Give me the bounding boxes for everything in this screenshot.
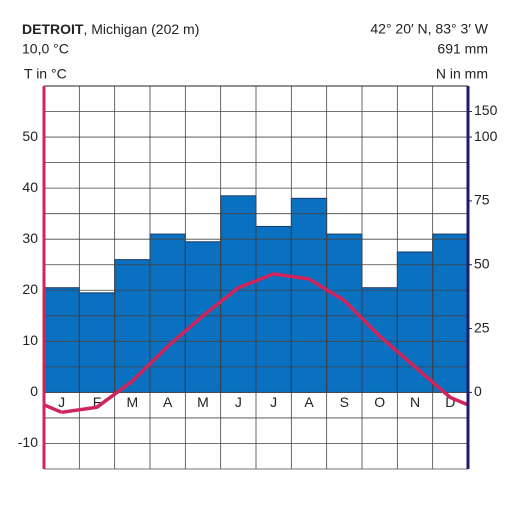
temperature-edge (449, 395, 469, 407)
x-tick-label: M (197, 394, 209, 410)
y-tick-label: -10 (18, 434, 38, 450)
y2-tick-label: 50 (474, 255, 490, 271)
y-tick-label: 10 (22, 332, 38, 348)
precipitation-bar (149, 233, 186, 393)
y2-tick-label: 25 (474, 319, 490, 335)
x-tick-label: J (58, 394, 65, 410)
x-tick-label: A (163, 394, 173, 410)
y2-tick-label: 75 (474, 192, 490, 208)
x-tick-label: J (270, 394, 277, 410)
location: , Michigan (202 m) (83, 21, 199, 37)
precipitation-bar (43, 287, 80, 393)
y2-tick-label: 0 (474, 383, 482, 399)
precipitation-bar (255, 225, 292, 393)
precipitation-bar (78, 292, 116, 393)
y2-tick-label: 150 (474, 102, 498, 118)
temperature-edge (43, 403, 63, 414)
y-tick-label: 40 (22, 179, 38, 195)
y2-tick-label: 100 (474, 128, 498, 144)
x-tick-label: S (340, 394, 349, 410)
x-tick-label: D (445, 394, 455, 410)
precipitation-bar (432, 233, 469, 393)
y-tick-label: 30 (22, 230, 38, 246)
y-axis-label: T in °C (24, 66, 67, 82)
x-tick-label: O (374, 394, 385, 410)
precipitation-bar (290, 197, 328, 393)
station-line: DETROIT, Michigan (202 m) (22, 21, 199, 37)
coordinates: 42° 20′ N, 83° 3′ W (370, 21, 488, 37)
annual-precipitation: 691 mm (437, 41, 488, 57)
precipitation-bar (396, 251, 434, 393)
precipitation-bar (220, 195, 257, 393)
y2-axis-label: N in mm (436, 66, 488, 82)
precipitation-bar (361, 287, 398, 393)
x-tick-label: J (235, 394, 242, 410)
y-tick-label: 0 (30, 383, 38, 399)
station: DETROIT (22, 21, 84, 37)
x-tick-label: N (410, 394, 420, 410)
x-tick-label: A (304, 394, 314, 410)
temperature-line (61, 272, 452, 415)
x-tick-label: M (126, 394, 138, 410)
y-tick-label: 50 (22, 128, 38, 144)
y-tick-label: 20 (22, 281, 38, 297)
mean-temperature: 10,0 °C (22, 41, 69, 57)
x-tick-label: F (93, 394, 102, 410)
precipitation-bar (114, 259, 151, 393)
